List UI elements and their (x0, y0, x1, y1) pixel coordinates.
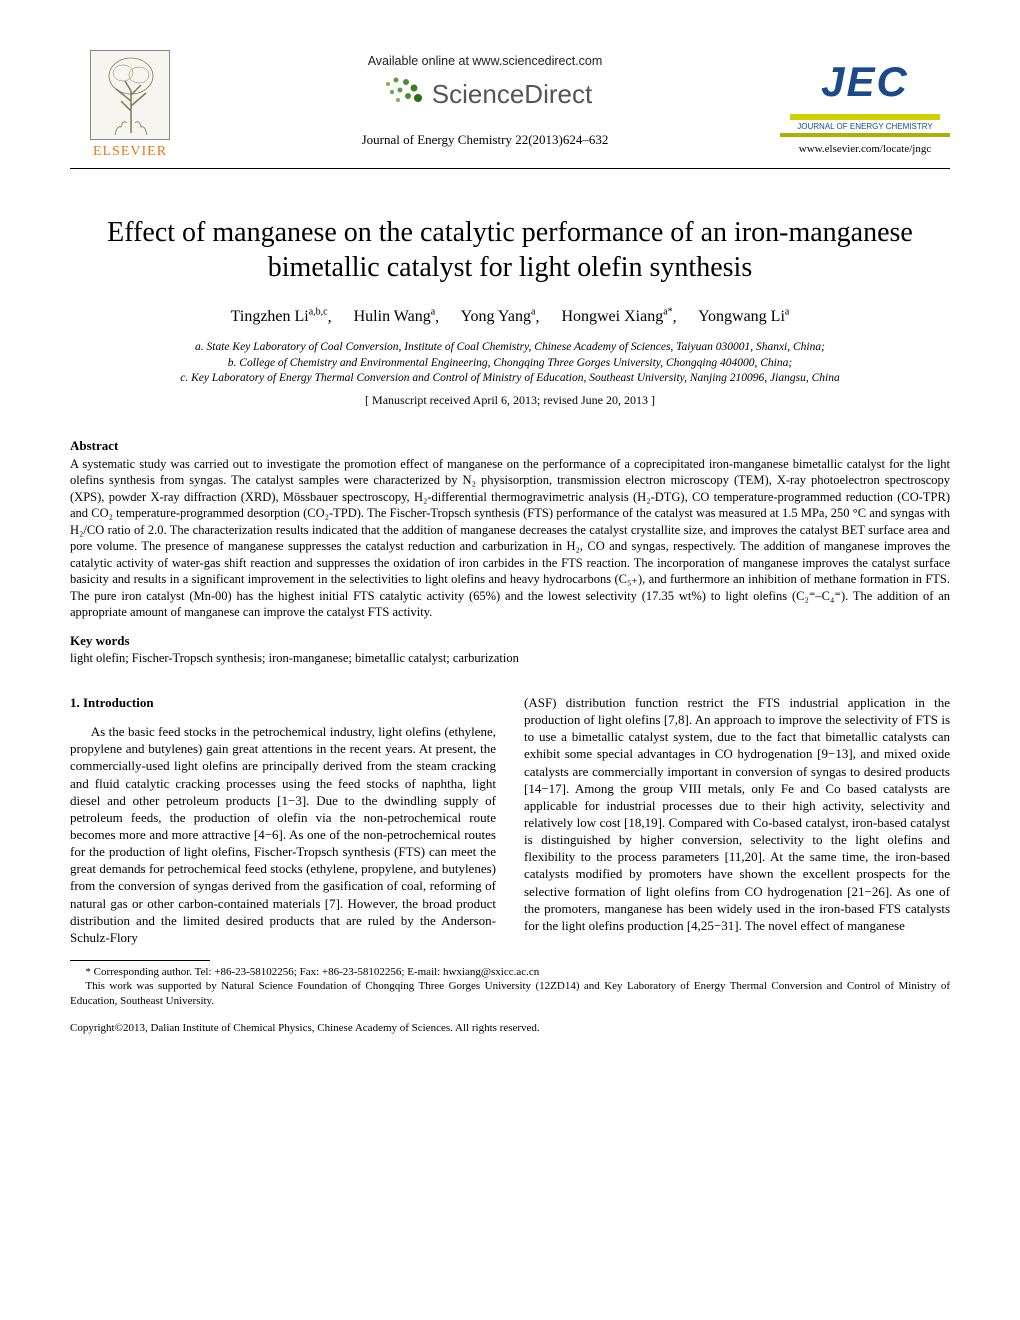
header-rule (70, 168, 950, 169)
author: Hongwei Xianga* (561, 308, 672, 325)
affiliations: a. State Key Laboratory of Coal Conversi… (70, 340, 950, 387)
author: Yongwang Lia (698, 308, 789, 325)
keywords-text: light olefin; Fischer-Tropsch synthesis;… (70, 651, 950, 666)
copyright-line: Copyright©2013, Dalian Institute of Chem… (70, 1022, 950, 1034)
sciencedirect-text: ScienceDirect (432, 79, 592, 110)
affiliation-c: c. Key Laboratory of Energy Thermal Conv… (70, 371, 950, 387)
author: Hulin Wanga (354, 308, 436, 325)
author: Yong Yanga (461, 308, 536, 325)
abstract-heading: Abstract (70, 438, 950, 454)
funding-footnote: This work was supported by Natural Scien… (70, 979, 950, 1008)
abstract-text: A systematic study was carried out to in… (70, 456, 950, 621)
jec-logo-text: JEC (790, 50, 940, 120)
author: Tingzhen Lia,b,c (231, 308, 328, 325)
body-columns: 1. Introduction As the basic feed stocks… (70, 694, 950, 946)
journal-reference: Journal of Energy Chemistry 22(2013)624–… (190, 132, 780, 148)
elsevier-logo-block: ELSEVIER (70, 50, 190, 160)
jec-subtitle: JOURNAL OF ENERGY CHEMISTRY (780, 122, 950, 137)
authors-line: Tingzhen Lia,b,c, Hulin Wanga, Yong Yang… (70, 307, 950, 326)
corresponding-author-footnote: * Corresponding author. Tel: +86-23-5810… (70, 965, 950, 979)
introduction-heading: 1. Introduction (70, 694, 496, 711)
column-left: 1. Introduction As the basic feed stocks… (70, 694, 496, 946)
intro-paragraph-right: (ASF) distribution function restrict the… (524, 694, 950, 934)
keywords-heading: Key words (70, 633, 950, 649)
jec-logo-block: JEC JOURNAL OF ENERGY CHEMISTRY www.else… (780, 50, 950, 155)
footnote-rule (70, 960, 210, 961)
header-center: Available online at www.sciencedirect.co… (190, 50, 780, 148)
manuscript-dates: [ Manuscript received April 6, 2013; rev… (70, 393, 950, 408)
affiliation-a: a. State Key Laboratory of Coal Conversi… (70, 340, 950, 356)
elsevier-label: ELSEVIER (70, 144, 190, 160)
intro-paragraph-left: As the basic feed stocks in the petroche… (70, 723, 496, 946)
jec-url: www.elsevier.com/locate/jngc (780, 143, 950, 155)
article-title: Effect of manganese on the catalytic per… (70, 215, 950, 285)
page-header: ELSEVIER Available online at www.science… (70, 50, 950, 160)
sciencedirect-logo: ScienceDirect (190, 74, 780, 114)
elsevier-tree-icon (90, 50, 170, 140)
footnotes: * Corresponding author. Tel: +86-23-5810… (70, 965, 950, 1008)
available-online-text: Available online at www.sciencedirect.co… (190, 54, 780, 68)
affiliation-b: b. College of Chemistry and Environmenta… (70, 356, 950, 372)
column-right: (ASF) distribution function restrict the… (524, 694, 950, 946)
sciencedirect-dots-icon (378, 74, 428, 114)
